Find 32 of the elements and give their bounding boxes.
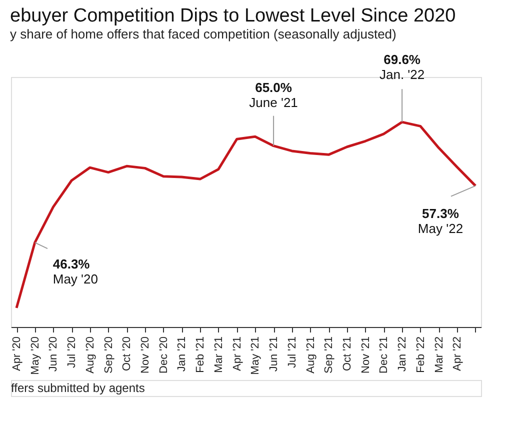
annotation: 69.6% Jan. '22 bbox=[379, 52, 425, 82]
x-tick-label: Jul '20 bbox=[66, 336, 78, 368]
x-tick-label: Jul '21 bbox=[286, 336, 298, 368]
x-tick-label: Mar '21 bbox=[212, 336, 225, 373]
x-tick-label: Mar '22 bbox=[433, 336, 446, 373]
x-tick-label: Oct '21 bbox=[341, 336, 354, 372]
x-tick-label: Sep '20 bbox=[102, 336, 115, 374]
x-tick-label: Feb '21 bbox=[194, 336, 207, 373]
x-tick-label: Jan '22 bbox=[396, 336, 409, 372]
annotation: 46.3% May '20 bbox=[52, 256, 98, 287]
x-tick-label: Aug '21 bbox=[304, 336, 317, 374]
text: ffers submitted by agents bbox=[11, 381, 145, 395]
x-tick-label: Feb '22 bbox=[414, 336, 427, 373]
x-tick-label: Apr '20 bbox=[11, 336, 24, 372]
x-tick-label: Dec '21 bbox=[378, 336, 390, 374]
x-tick-label: Apr '22 bbox=[452, 336, 464, 372]
x-tick-label: Jan '21 bbox=[176, 336, 188, 372]
x-tick-label: Nov '20 bbox=[140, 336, 152, 374]
annotation: 57.3% May '22 bbox=[418, 206, 464, 236]
x-tick-label: Nov '21 bbox=[360, 336, 372, 374]
x-tick-label: Jun '21 bbox=[268, 336, 280, 372]
chart-subtitle: y share of home offers that faced competition (seasonally adjusted) bbox=[10, 26, 396, 42]
x-tick-label: Oct '20 bbox=[121, 336, 134, 372]
x-tick-label: Apr '21 bbox=[231, 336, 244, 372]
x-tick-label: May '20 bbox=[29, 336, 42, 375]
x-tick-label: Jun '20 bbox=[48, 336, 60, 372]
x-tick-label: Aug '20 bbox=[84, 336, 96, 374]
x-tick-label: Dec '20 bbox=[158, 336, 170, 374]
x-tick-label: May '21 bbox=[250, 336, 262, 375]
chart-title: ebuyer Competition Dips to Lowest Level Since 2020 bbox=[10, 6, 456, 27]
annotation: 65.0% June '21 bbox=[249, 80, 298, 110]
x-tick-label: Sep '21 bbox=[323, 336, 336, 374]
